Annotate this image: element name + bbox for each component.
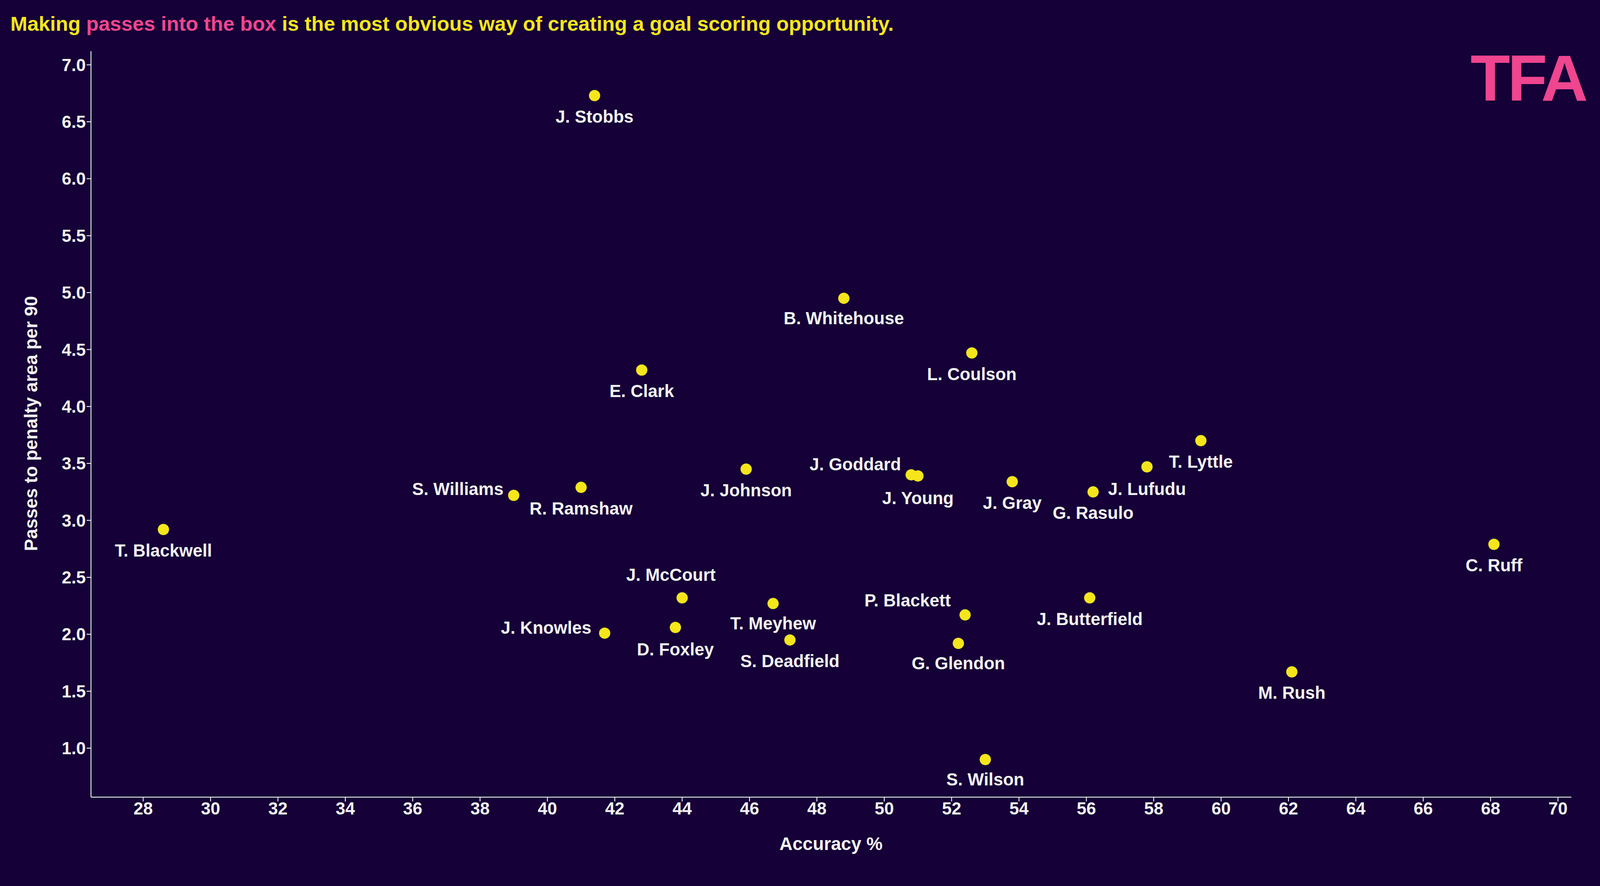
svg-text:R. Ramshaw: R. Ramshaw [529,498,633,518]
svg-text:J. Johnson: J. Johnson [700,480,792,500]
svg-text:62: 62 [1278,798,1299,818]
svg-text:56: 56 [1076,798,1097,818]
svg-text:J. Knowles: J. Knowles [500,617,592,637]
svg-text:32: 32 [268,798,288,818]
svg-text:58: 58 [1144,798,1164,818]
svg-text:M. Rush: M. Rush [1258,682,1326,702]
svg-text:J. Stobbs: J. Stobbs [555,107,634,127]
svg-text:40: 40 [537,798,558,818]
svg-text:C. Ruff: C. Ruff [1465,555,1523,575]
svg-text:L. Coulson: L. Coulson [927,364,1017,384]
svg-text:Accuracy %: Accuracy % [779,833,883,854]
svg-text:S. Wilson: S. Wilson [946,769,1025,789]
svg-text:42: 42 [605,798,625,818]
svg-text:J. Goddard: J. Goddard [809,454,901,474]
svg-text:66: 66 [1413,798,1434,818]
svg-text:6.0: 6.0 [61,168,86,189]
svg-text:60: 60 [1211,798,1231,818]
svg-text:34: 34 [335,798,356,818]
svg-text:28: 28 [133,798,153,818]
svg-text:5.0: 5.0 [61,282,86,302]
svg-text:T. Meyhew: T. Meyhew [730,613,817,633]
svg-text:T. Blackwell: T. Blackwell [114,540,213,560]
svg-text:54: 54 [1009,798,1029,818]
svg-text:J. Lufudu: J. Lufudu [1107,479,1186,499]
svg-text:2.5: 2.5 [61,567,86,587]
svg-text:4.5: 4.5 [61,340,86,360]
svg-text:G. Glendon: G. Glendon [911,653,1006,673]
svg-text:Making passes into the box is: Making passes into the box is the most o… [10,12,894,36]
svg-text:B. Whitehouse: B. Whitehouse [783,308,905,328]
svg-text:36: 36 [402,798,423,818]
svg-text:46: 46 [739,798,760,818]
svg-text:1.5: 1.5 [61,681,86,701]
svg-text:48: 48 [807,798,827,818]
svg-text:68: 68 [1480,798,1501,818]
svg-text:5.5: 5.5 [61,226,86,246]
svg-text:S. Williams: S. Williams [412,479,504,499]
svg-text:52: 52 [941,798,962,818]
svg-text:J. McCourt: J. McCourt [626,564,716,585]
svg-text:E. Clark: E. Clark [609,381,675,401]
svg-text:G. Rasulo: G. Rasulo [1052,503,1134,523]
svg-text:7.0: 7.0 [61,55,86,75]
svg-text:50: 50 [874,798,895,818]
svg-text:J. Butterfield: J. Butterfield [1036,609,1143,629]
svg-text:T. Lyttle: T. Lyttle [1168,451,1233,471]
svg-text:70: 70 [1548,798,1568,818]
svg-text:P. Blackett: P. Blackett [864,590,951,610]
svg-text:S. Deadfield: S. Deadfield [740,651,840,671]
svg-text:38: 38 [470,798,491,818]
svg-text:2.0: 2.0 [61,624,86,644]
svg-text:64: 64 [1346,798,1366,818]
svg-text:6.5: 6.5 [61,112,86,132]
svg-text:J. Gray: J. Gray [983,493,1042,513]
svg-text:D. Foxley: D. Foxley [636,639,715,659]
svg-text:30: 30 [201,798,221,818]
svg-text:3.5: 3.5 [61,453,86,473]
svg-text:4.0: 4.0 [61,396,86,416]
svg-text:1.0: 1.0 [61,738,86,758]
svg-text:J. Young: J. Young [882,488,954,508]
svg-text:Passes to penalty area per 90: Passes to penalty area per 90 [20,295,42,551]
svg-text:3.0: 3.0 [61,510,86,530]
svg-text:TFA: TFA [1470,41,1587,115]
svg-text:44: 44 [672,798,692,818]
